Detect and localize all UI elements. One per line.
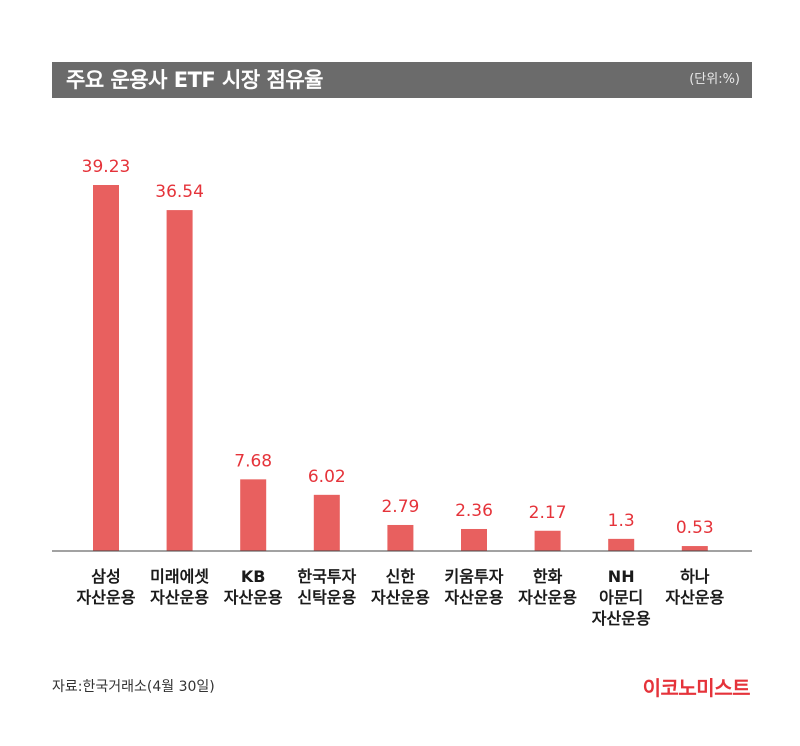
publisher-logo: 이코노미스트 [642,676,751,700]
bar-1 [166,210,193,551]
category-label-line: 신탁운용 [297,588,356,607]
category-label-line: 자산운용 [445,588,504,607]
bar-4 [387,524,414,551]
unit-label: (단위:%) [689,72,740,87]
category-label-line: 자산운용 [224,588,283,607]
value-label-5: 2.36 [455,501,493,521]
value-label-1: 36.54 [155,182,204,202]
bar-7 [608,538,635,551]
value-label-6: 2.17 [529,503,567,523]
bars-group [93,185,708,551]
value-label-2: 7.68 [234,451,272,471]
bar-0 [93,185,119,551]
category-label-line: 자산운용 [592,609,651,628]
value-label-7: 1.3 [608,511,635,531]
category-label-line: NH [608,567,635,586]
category-label-2: KB 자산운용 [224,567,283,607]
value-label-3: 6.02 [308,467,346,487]
value-label-4: 2.79 [381,497,419,517]
value-labels-group: 39.23 36.54 7.68 6.02 2.79 2.36 2.17 1.3 0.53 [82,157,714,538]
title-bar: 주요 운용사 ETF 시장 점유율 (단위:%) [52,62,752,98]
bar-6 [534,530,561,551]
category-label-line: 삼성 [91,567,120,586]
source-note: 자료:한국거래소(4월 30일) [52,679,215,695]
category-label-line: 자산운용 [665,588,724,607]
category-label-line: 아문디 [599,588,643,607]
category-label-line: 키움투자 [445,567,504,586]
bar-8 [681,546,708,551]
category-label-line: 미래에셋 [150,567,209,586]
value-label-8: 0.53 [676,518,714,538]
category-label-line: 자산운용 [150,588,209,607]
category-label-line: 자산운용 [518,588,577,607]
bar-2 [240,479,267,551]
category-label-line: 자산운용 [371,588,430,607]
category-label-line: 한화 [533,567,563,586]
bar-5 [461,528,487,551]
category-label-line: 신한 [386,567,416,586]
value-label-0: 39.23 [82,157,131,177]
category-label-line: 하나 [680,567,710,586]
category-label-line: 한국투자 [297,567,356,586]
category-label-line: KB [241,567,266,586]
chart-title: 주요 운용사 ETF 시장 점유율 [66,68,323,92]
bar-3 [313,494,340,551]
category-label-line: 자산운용 [77,588,136,607]
